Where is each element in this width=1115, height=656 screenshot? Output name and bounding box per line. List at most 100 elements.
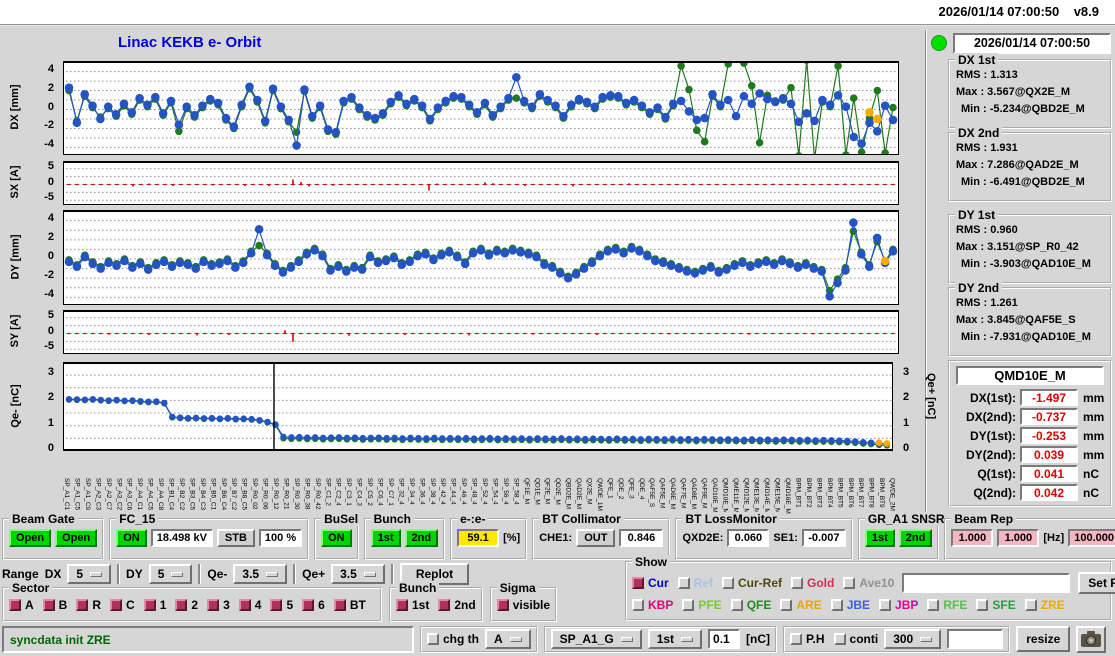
checkbox-box[interactable] [175,599,188,611]
dropdown-indicator-icon [920,636,933,642]
checkbox-item-6[interactable]: 6 [302,598,325,612]
checkbox-item-SFE[interactable]: SFE [976,598,1016,612]
x-axis-label: SP_C6_4 [376,478,384,506]
checkbox-item-1st[interactable]: 1st [396,598,429,612]
checkbox-box[interactable] [976,599,989,611]
checkbox-box[interactable] [830,599,843,611]
checkbox-label: 1 [159,598,167,612]
x-axis-label: SP_C7_1 [386,478,394,506]
gr-a1-2nd-button[interactable]: 2nd [898,529,933,547]
group-label: BT Collimator [539,512,624,526]
checkbox-item-P.H[interactable]: P.H [790,632,825,646]
checkbox-box[interactable] [9,599,21,611]
busel-on-button[interactable]: ON [321,529,352,547]
checkbox-box[interactable] [677,577,690,589]
range-qep-dropdown[interactable]: 3.5 [331,564,385,584]
checkbox-box[interactable] [110,599,123,611]
checkbox-item-4[interactable]: 4 [238,598,261,612]
che1-out-button[interactable]: OUT [576,529,616,547]
checkbox-item-KBP[interactable]: KBP [632,598,673,612]
x-axis-label: QAD8E_M [690,478,697,510]
checkbox-box[interactable] [76,599,89,611]
set-ref-button[interactable]: Set Ref [1078,572,1115,594]
checkbox-box[interactable] [879,599,892,611]
checkbox-item-Ref[interactable]: Ref [677,576,713,590]
checkbox-label: A [25,598,34,612]
checkbox-box[interactable] [730,599,743,611]
checkbox-item-2nd[interactable]: 2nd [438,598,476,612]
checkbox-item-3[interactable]: 3 [207,598,230,612]
ref-name-input[interactable] [902,573,1071,593]
screenshot-button[interactable] [1076,625,1107,653]
checkbox-box[interactable] [302,599,315,611]
checkbox-item-1[interactable]: 1 [143,598,167,612]
checkbox-item-JBE[interactable]: JBE [830,598,870,612]
range-dx-dropdown[interactable]: 5 [67,564,112,584]
checkbox-box[interactable] [42,599,55,611]
checkbox-box[interactable] [632,577,644,589]
extra-input[interactable] [947,629,1004,649]
fc15-stb-button[interactable]: STB [216,529,255,547]
checkbox-item-Cur-Ref[interactable]: Cur-Ref [722,576,782,590]
fc15-percent-value: 100 % [258,529,303,547]
checkbox-item-BT[interactable]: BT [333,598,366,612]
stats-dx-1st: DX 1st RMS : 1.313 Max : 3.567@QX2E_M Mi… [948,53,1112,129]
checkbox-box[interactable] [333,599,346,611]
checkbox-item-Ave10[interactable]: Ave10 [843,576,894,590]
checkbox-box[interactable] [632,599,644,611]
checkbox-item-QFE[interactable]: QFE [730,598,771,612]
checkbox-box[interactable] [427,633,439,645]
checkbox-box[interactable] [722,577,735,589]
checkbox-item-chg th[interactable]: chg th [427,632,479,646]
checkbox-box[interactable] [791,577,804,589]
range-qem-dropdown[interactable]: 3.5 [233,564,288,584]
checkbox-box[interactable] [843,577,856,589]
chg-th-dropdown[interactable]: A [485,629,531,649]
checkbox-box[interactable] [438,599,451,611]
checkbox-item-RFE[interactable]: RFE [927,598,967,612]
range-dy-dropdown[interactable]: 5 [148,564,193,584]
checkbox-item-B[interactable]: B [42,598,67,612]
sp-bunch-dropdown[interactable]: 1st [647,629,703,649]
x-axis-label: QD2E_M [554,478,562,505]
bunch-2nd-button[interactable]: 2nd [404,529,439,547]
gr-a1-1st-button[interactable]: 1st [864,529,895,547]
checkbox-box[interactable] [496,599,509,611]
checkbox-item-Gold[interactable]: Gold [791,576,834,590]
checkbox-box[interactable] [1024,599,1037,611]
checkbox-item-A[interactable]: A [9,598,34,612]
checkbox-item-PFE[interactable]: PFE [682,598,722,612]
sp-monitor-dropdown[interactable]: SP_A1_G [550,629,642,649]
checkbox-item-2[interactable]: 2 [175,598,198,612]
checkbox-item-R[interactable]: R [76,598,101,612]
checkbox-item-visible[interactable]: visible [496,598,550,612]
checkbox-box[interactable] [833,633,846,645]
y-tick-label: 2 [47,81,54,94]
fc15-on-button[interactable]: ON [116,529,147,547]
checkbox-item-JBP[interactable]: JBP [879,598,918,612]
checkbox-box[interactable] [682,599,695,611]
checkbox-item-ZRE[interactable]: ZRE [1024,598,1065,612]
checkbox-box[interactable] [927,599,940,611]
checkbox-item-ARE[interactable]: ARE [780,598,822,612]
threshold-input[interactable] [708,629,741,649]
points-dropdown[interactable]: 300 [884,629,942,649]
checkbox-box[interactable] [396,599,408,611]
beam-gate-open-1-button[interactable]: Open [9,529,52,547]
checkbox-item-Cur[interactable]: Cur [632,576,669,590]
checkbox-item-conti[interactable]: conti [833,632,878,646]
checkbox-box[interactable] [238,599,251,611]
checkbox-box[interactable] [143,599,156,611]
checkbox-box[interactable] [780,599,793,611]
checkbox-item-C[interactable]: C [110,598,135,612]
checkbox-box[interactable] [790,633,803,645]
checkbox-box[interactable] [270,599,283,611]
y-tick-label: 5 [47,308,54,321]
bunch-1st-button[interactable]: 1st [370,529,401,547]
resize-button[interactable]: resize [1016,626,1071,652]
beam-gate-open-2-button[interactable]: Open [55,529,98,547]
checkbox-label: ZRE [1040,598,1065,612]
checkbox-box[interactable] [207,599,220,611]
e-ratio-unit: [%] [503,532,521,544]
checkbox-item-5[interactable]: 5 [270,598,293,612]
